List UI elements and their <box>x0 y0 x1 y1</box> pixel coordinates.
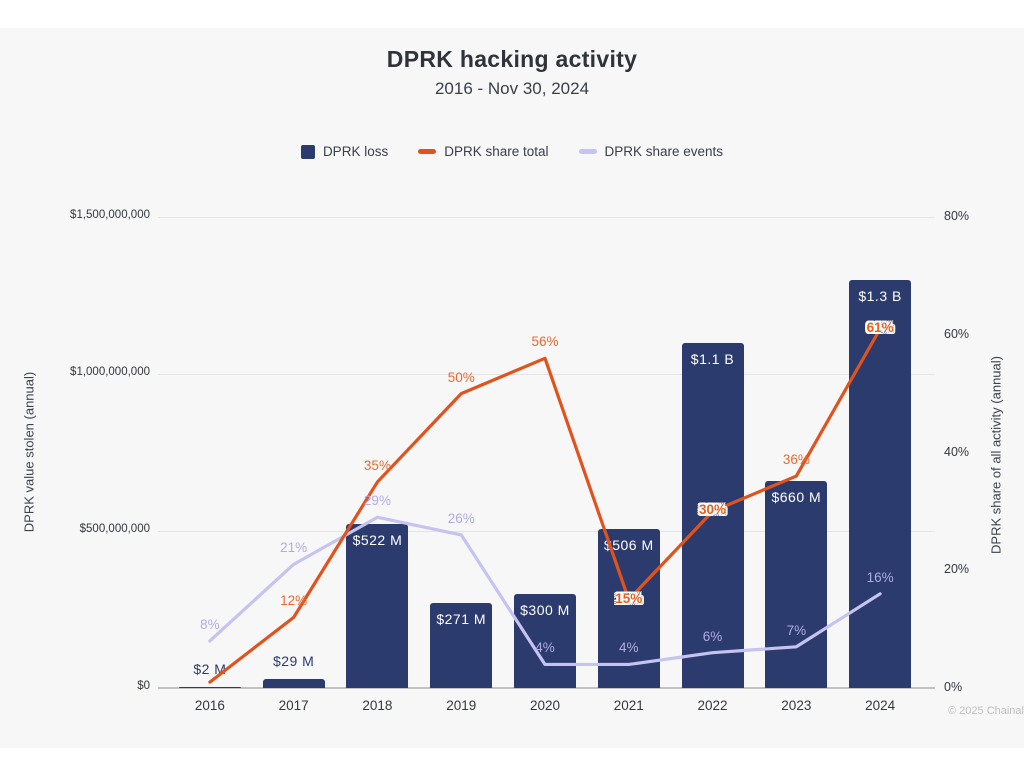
y-axis-title-left: DPRK value stolen (annual) <box>21 371 37 533</box>
y-right-tick-label: 40% <box>944 444 970 459</box>
bar-2017 <box>262 678 325 688</box>
line-series-swatch-icon <box>578 149 597 154</box>
gridline <box>158 374 935 375</box>
gridline <box>158 217 935 218</box>
x-tick-label-2023: 2023 <box>781 698 812 713</box>
share-events-point-label: 29% <box>363 493 391 509</box>
share-events-point-label: 26% <box>447 510 475 526</box>
x-tick-label-2018: 2018 <box>362 698 393 713</box>
y-left-tick-label: $1,000,000,000 <box>70 366 150 378</box>
legend-item-dprk-share-events[interactable]: DPRK share events <box>578 144 724 159</box>
share-events-point-label: 7% <box>786 622 807 638</box>
legend-label: DPRK share total <box>444 144 549 159</box>
bar-value-label: $506 M <box>603 537 654 554</box>
y-left-tick-label: $500,000,000 <box>79 523 150 535</box>
x-axis-line <box>158 687 935 689</box>
bar-2018 <box>346 524 409 688</box>
legend-label: DPRK loss <box>322 144 389 159</box>
share-total-point-label: 36% <box>782 452 810 468</box>
chart-subtitle: 2016 - Nov 30, 2024 <box>434 79 590 98</box>
share-total-point-label: 61% <box>866 319 894 335</box>
bar-series-swatch-icon <box>300 144 315 159</box>
bar-value-label: $2 M <box>193 661 227 677</box>
bar-2023 <box>765 480 828 688</box>
x-tick-label-2017: 2017 <box>278 698 309 713</box>
chart-title: DPRK hacking activity <box>386 46 638 72</box>
share-events-point-label: 21% <box>280 540 308 556</box>
share-total-point-label: 35% <box>363 457 391 473</box>
x-tick-label-2022: 2022 <box>697 698 728 713</box>
y-right-tick-label: 80% <box>944 209 970 223</box>
copyright-notice: © 2025 Chainal <box>948 705 1024 717</box>
x-tick-label-2019: 2019 <box>446 698 477 713</box>
legend-item-dprk-share-total[interactable]: DPRK share total <box>418 144 549 159</box>
y-left-tick-label: $1,500,000,000 <box>70 209 150 221</box>
share-total-point-label: 15% <box>615 590 643 606</box>
bar-value-label: $300 M <box>520 601 570 618</box>
legend-label: DPRK share events <box>604 144 724 159</box>
y-right-tick-label: 20% <box>944 562 970 577</box>
y-right-tick-label: 60% <box>944 326 970 341</box>
share-events-point-label: 6% <box>702 628 723 644</box>
bar-value-label: $1.3 B <box>858 287 902 304</box>
share-events-point-label: 4% <box>535 640 555 656</box>
legend: DPRK loss DPRK share total DPRK share ev… <box>0 144 1024 159</box>
y-left-tick-label: $0 <box>137 680 150 692</box>
bar-2016 <box>178 687 241 688</box>
x-tick-label-2024: 2024 <box>865 698 896 713</box>
bar-value-label: $660 M <box>771 488 822 505</box>
bar-value-label: $1.1 B <box>690 350 735 367</box>
legend-item-dprk-loss[interactable]: DPRK loss <box>300 144 389 159</box>
x-tick-label-2020: 2020 <box>529 698 561 713</box>
share-total-point-label: 30% <box>699 502 727 518</box>
share-total-point-label: 50% <box>447 369 475 385</box>
bar-value-label: $271 M <box>436 610 487 627</box>
x-tick-label-2021: 2021 <box>613 698 644 713</box>
x-tick-label-2016: 2016 <box>194 698 225 713</box>
share-total-point-label: 12% <box>280 593 308 609</box>
share-events-point-label: 8% <box>200 616 220 632</box>
share-events-point-label: 16% <box>866 569 894 585</box>
bar-2024 <box>849 279 912 688</box>
bar-value-label: $522 M <box>352 532 403 549</box>
share-total-point-label: 56% <box>531 334 559 350</box>
line-series-swatch-icon <box>418 149 437 154</box>
share-events-point-label: 4% <box>619 640 639 656</box>
bar-value-label: $29 M <box>272 652 315 669</box>
y-right-tick-label: 0% <box>944 680 963 694</box>
